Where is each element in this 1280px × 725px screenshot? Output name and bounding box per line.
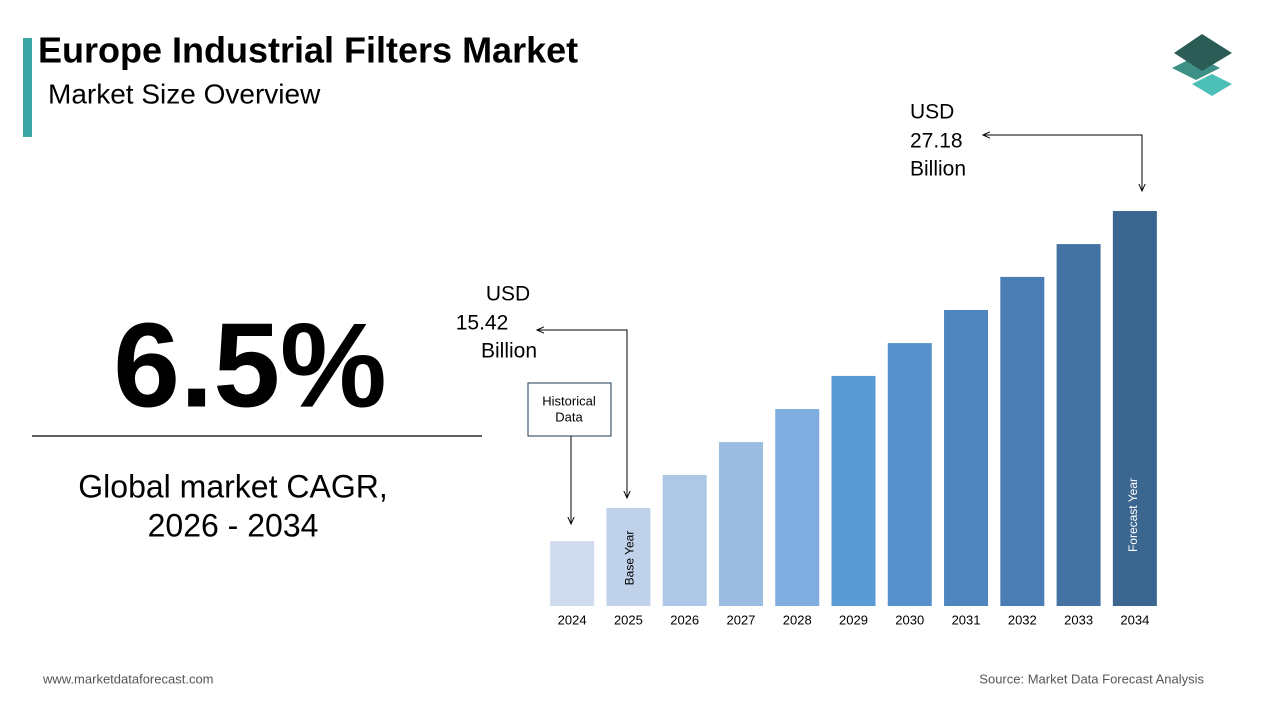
annotation-unit: USD bbox=[910, 101, 954, 124]
cagr-label: Global market CAGR, bbox=[78, 468, 387, 504]
x-tick-label: 2031 bbox=[952, 612, 981, 627]
x-tick-label: 2028 bbox=[783, 612, 812, 627]
bar bbox=[944, 310, 989, 606]
x-tick-label: 2024 bbox=[558, 612, 587, 627]
annotation: Data bbox=[555, 409, 583, 424]
annotation-unit: Billion bbox=[910, 158, 966, 181]
bar bbox=[662, 474, 707, 606]
x-tick-label: 2026 bbox=[670, 612, 699, 627]
arrow bbox=[537, 330, 627, 498]
bar bbox=[606, 508, 651, 606]
subtitle: Market Size Overview bbox=[48, 78, 321, 109]
x-tick-label: 2030 bbox=[895, 612, 924, 627]
bar bbox=[718, 442, 763, 606]
value-label: 15.42 bbox=[456, 312, 509, 335]
cagr-label: 2026 - 2034 bbox=[148, 507, 319, 543]
bar bbox=[550, 541, 595, 606]
bar bbox=[1000, 276, 1045, 606]
accent-bar bbox=[23, 38, 32, 137]
historical-box bbox=[527, 382, 612, 437]
bar bbox=[831, 375, 876, 606]
x-tick-label: 2025 bbox=[614, 612, 643, 627]
x-tick-label: 2032 bbox=[1008, 612, 1037, 627]
logo bbox=[1172, 34, 1232, 96]
title: Europe Industrial Filters Market bbox=[38, 30, 578, 71]
website: www.marketdataforecast.com bbox=[42, 671, 214, 686]
annotation-unit: USD bbox=[486, 283, 530, 306]
annotation-unit: Billion bbox=[481, 340, 537, 363]
annotation: Base Year bbox=[623, 531, 637, 586]
value-label: 27.18 bbox=[910, 130, 963, 153]
bar bbox=[775, 409, 820, 606]
annotation: Forecast Year bbox=[1126, 478, 1140, 552]
source: Source: Market Data Forecast Analysis bbox=[979, 671, 1204, 686]
x-tick-label: 2034 bbox=[1120, 612, 1149, 627]
cagr-value: 6.5% bbox=[113, 299, 387, 433]
x-tick-label: 2027 bbox=[726, 612, 755, 627]
x-tick-label: 2033 bbox=[1064, 612, 1093, 627]
bar bbox=[1112, 211, 1157, 606]
arrow bbox=[983, 135, 1142, 191]
annotation: Historical bbox=[542, 393, 596, 408]
bar bbox=[1056, 244, 1101, 607]
bar bbox=[887, 343, 932, 606]
x-tick-label: 2029 bbox=[839, 612, 868, 627]
